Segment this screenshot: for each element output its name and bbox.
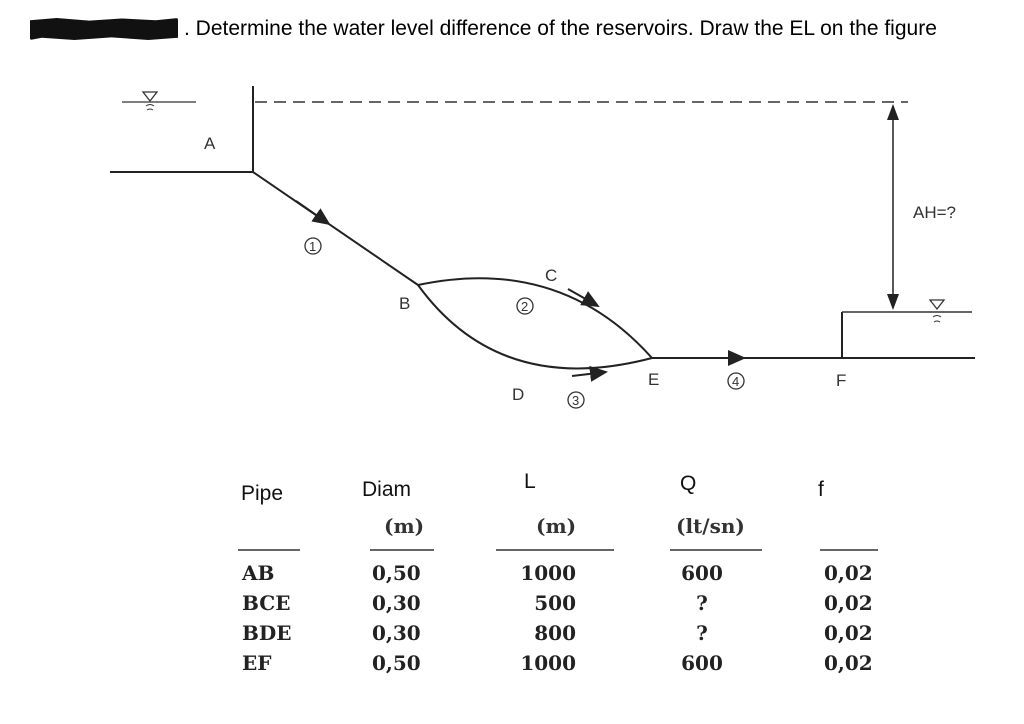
pipe-ab (252, 171, 419, 286)
node-c-label: C (545, 266, 557, 285)
reservoir-a: A (110, 86, 254, 173)
table-cell: 0,02 (824, 561, 873, 585)
pipe-bce-flow-arrow (567, 288, 600, 307)
reservoir-a-label: A (204, 134, 216, 153)
water-level-tilde-f (932, 315, 942, 323)
table-cell: 1000 (520, 561, 576, 585)
pipe-1-number: 1 (309, 239, 316, 254)
unit-length: (m) (536, 514, 577, 538)
table-cell: 800 (534, 621, 576, 645)
pipe-3-number: 3 (572, 393, 579, 408)
column-diam: 0,50 0,30 0,30 0,50 (372, 558, 421, 678)
column-friction: 0,02 0,02 0,02 0,02 (824, 558, 873, 678)
table-rule-diam (370, 549, 434, 551)
table-cell: BCE (242, 591, 291, 615)
column-flow: 600 ? ? 600 (664, 558, 740, 678)
table-cell: 600 (681, 561, 723, 585)
pipe-3-marker: 3 (567, 391, 585, 409)
table-cell: 500 (534, 591, 576, 615)
head-difference-label: AH=? (913, 203, 956, 222)
column-pipe: AB BCE BDE EF (242, 558, 292, 678)
unit-diam: (m) (384, 514, 425, 538)
pipe-bde-flow-arrow (571, 365, 608, 382)
header-diam: Diam (362, 478, 412, 501)
table-rule-length (496, 549, 614, 551)
table-cell: 0,02 (824, 591, 873, 615)
water-level-symbol-a (141, 91, 159, 103)
unit-flow: (lt/sn) (676, 514, 745, 538)
table-cell: AB (242, 561, 275, 585)
table-cell: 0,30 (372, 621, 421, 645)
node-b-label: B (399, 294, 410, 313)
water-level-tilde-a (145, 104, 155, 111)
header-friction: f (818, 478, 824, 501)
table-cell: ? (696, 621, 708, 645)
redacted-label (30, 18, 178, 40)
pipe-4-marker: 4 (727, 372, 745, 390)
table-rule-friction (820, 549, 878, 551)
pipe-bde (417, 284, 653, 370)
pipe-1-marker: 1 (304, 237, 322, 255)
table-cell: 1000 (520, 651, 576, 675)
pipe-2-marker: 2 (516, 297, 534, 315)
column-length: 1000 500 800 1000 (500, 558, 576, 678)
table-rule-flow (670, 549, 762, 551)
reservoir-f: F (836, 299, 975, 390)
table-cell: 0,02 (824, 651, 873, 675)
header-pipe: Pipe (241, 482, 284, 505)
water-level-symbol-f (928, 299, 946, 311)
pipe-bce (417, 277, 653, 359)
pipe-4-number: 4 (732, 374, 739, 389)
title-text: . Determine the water level difference o… (184, 17, 937, 40)
node-d-label: D (512, 385, 524, 404)
pipe-2-number: 2 (521, 299, 528, 314)
pipe-ab-flow-arrow (295, 200, 331, 226)
table-cell: 0,30 (372, 591, 421, 615)
node-e-label: E (648, 370, 659, 389)
table-cell: 0,50 (372, 651, 421, 675)
header-flow: Q (680, 472, 697, 495)
head-difference-arrow-up (887, 104, 899, 120)
reservoir-f-label: F (836, 371, 846, 390)
title: . Determine the water level difference o… (30, 14, 937, 44)
table-cell: 0,02 (824, 621, 873, 645)
header-length: L (524, 470, 536, 493)
table-cell: ? (696, 591, 708, 615)
table-cell: EF (242, 651, 272, 675)
table-rule-pipe (238, 549, 300, 551)
table-cell: 0,50 (372, 561, 421, 585)
table-cell: BDE (242, 621, 292, 645)
head-difference-arrow-down (887, 294, 899, 310)
table-cell: 600 (681, 651, 723, 675)
